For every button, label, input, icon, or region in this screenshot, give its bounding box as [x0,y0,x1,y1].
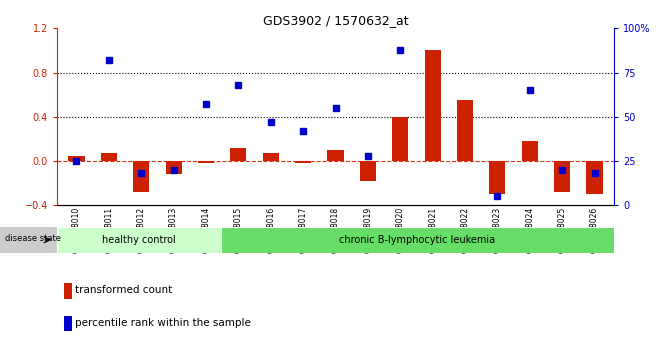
Title: GDS3902 / 1570632_at: GDS3902 / 1570632_at [262,14,409,27]
Bar [221,227,614,253]
Bar [230,148,246,161]
Text: healthy control: healthy control [102,235,176,245]
Bar [521,141,538,161]
Bar [327,150,344,161]
Bar [295,161,311,163]
Bar [64,283,72,299]
Bar [586,161,603,194]
Bar [262,153,279,161]
Text: chronic B-lymphocytic leukemia: chronic B-lymphocytic leukemia [340,235,495,245]
Bar [554,161,570,192]
Bar [198,161,214,163]
Bar [425,51,441,161]
Text: percentile rank within the sample: percentile rank within the sample [75,318,252,328]
Bar [68,155,85,161]
Bar [101,153,117,161]
Bar [133,161,150,192]
Bar [57,227,221,253]
Bar [360,161,376,181]
Bar [64,316,72,331]
Bar [392,117,409,161]
Text: disease state: disease state [5,234,60,243]
Text: transformed count: transformed count [75,285,172,295]
Bar [489,161,505,194]
Bar [457,100,473,161]
Bar [166,161,182,175]
